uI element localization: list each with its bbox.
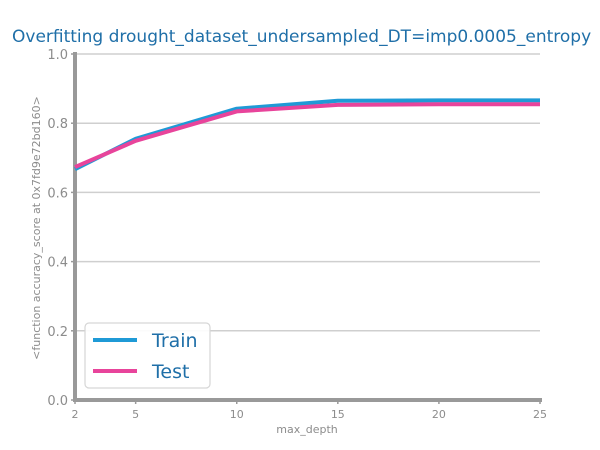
- legend-label-train: Train: [151, 330, 198, 352]
- y-tick-label: 0.2: [47, 325, 68, 340]
- x-axis-label: max_depth: [276, 423, 338, 436]
- chart-title: Overfitting drought_dataset_undersampled…: [12, 27, 591, 47]
- x-tick-label: 20: [432, 408, 446, 421]
- x-tick-label: 15: [331, 408, 345, 421]
- y-tick-label: 1.0: [47, 48, 68, 63]
- y-tick-label: 0.6: [47, 186, 68, 201]
- x-tick-label: 25: [533, 408, 547, 421]
- x-tick-labels: 2 5 10 15 20 25: [72, 400, 547, 421]
- legend-label-test: Test: [151, 361, 189, 383]
- y-tick-label: 0.4: [47, 256, 68, 271]
- y-axis-label: <function accuracy_score at 0x7fd9e72bd1…: [30, 96, 43, 360]
- series-line-test: [74, 102, 540, 169]
- x-tick-label: 10: [230, 408, 244, 421]
- x-tick-label: 2: [72, 408, 79, 421]
- axes: [71, 52, 542, 402]
- y-tick-label: 0.8: [47, 117, 68, 132]
- series-line-train: [74, 98, 540, 171]
- y-tick-labels: 0.0 0.2 0.4 0.6 0.8 1.0: [47, 48, 68, 409]
- series-lines: [74, 98, 540, 171]
- y-tick-label: 0.0: [47, 394, 68, 409]
- legend: Train Test: [84, 322, 211, 389]
- x-tick-label: 5: [132, 408, 139, 421]
